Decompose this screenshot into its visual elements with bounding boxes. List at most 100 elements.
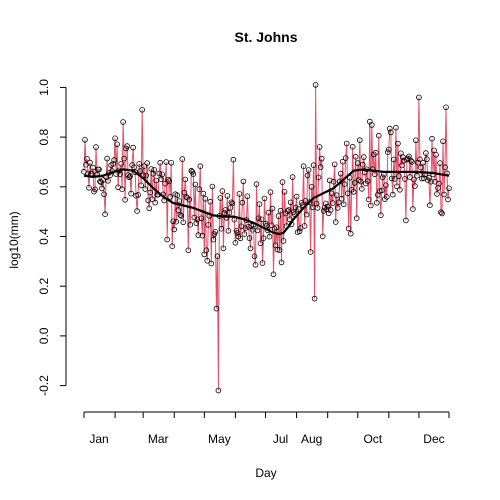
data-point bbox=[256, 201, 263, 208]
data-point bbox=[138, 182, 145, 189]
data-point bbox=[293, 193, 300, 200]
data-point bbox=[173, 218, 180, 225]
data-point bbox=[190, 171, 197, 177]
daily-series-line bbox=[83, 84, 450, 391]
data-point bbox=[280, 238, 287, 244]
data-point bbox=[150, 171, 157, 177]
data-point bbox=[213, 305, 220, 312]
data-point bbox=[341, 181, 348, 188]
data-point bbox=[333, 192, 340, 199]
y-tick-label: 0.6 bbox=[37, 178, 51, 195]
data-point bbox=[222, 207, 229, 213]
data-point bbox=[225, 228, 232, 234]
data-point bbox=[276, 247, 283, 253]
data-point bbox=[246, 235, 253, 241]
data-point bbox=[411, 176, 417, 183]
data-point bbox=[284, 208, 291, 214]
data-point bbox=[270, 271, 277, 278]
data-point bbox=[82, 137, 88, 143]
data-point bbox=[295, 206, 302, 212]
data-point bbox=[358, 186, 365, 192]
data-point bbox=[169, 243, 176, 250]
data-point bbox=[418, 164, 424, 171]
data-point bbox=[174, 192, 181, 199]
data-point bbox=[147, 189, 154, 196]
data-point bbox=[351, 180, 358, 186]
data-point bbox=[382, 182, 389, 189]
data-point bbox=[259, 260, 266, 266]
data-point bbox=[241, 231, 248, 237]
data-point bbox=[357, 178, 364, 185]
data-point bbox=[396, 173, 402, 179]
data-point bbox=[353, 215, 360, 222]
data-point bbox=[281, 189, 288, 195]
data-point bbox=[269, 205, 276, 212]
data-point bbox=[141, 163, 148, 170]
data-point bbox=[386, 125, 393, 132]
data-point bbox=[234, 230, 241, 236]
x-axis-label: Day bbox=[255, 466, 276, 480]
data-point bbox=[121, 155, 127, 162]
data-point bbox=[237, 235, 244, 242]
x-tick-label: Jul bbox=[273, 432, 288, 446]
data-point bbox=[167, 194, 174, 200]
data-point bbox=[229, 200, 236, 207]
data-point bbox=[311, 295, 318, 302]
data-point bbox=[254, 227, 261, 234]
data-point bbox=[162, 180, 169, 187]
data-point bbox=[275, 213, 282, 219]
y-tick-label: 0.4 bbox=[37, 228, 51, 245]
data-point bbox=[218, 225, 225, 232]
data-point bbox=[112, 135, 118, 142]
data-point bbox=[428, 178, 434, 185]
data-point bbox=[159, 171, 166, 178]
data-point bbox=[199, 232, 206, 239]
data-point bbox=[433, 152, 439, 158]
data-point bbox=[247, 245, 254, 252]
data-point bbox=[419, 175, 425, 182]
data-point bbox=[142, 186, 149, 192]
data-point bbox=[130, 144, 136, 151]
data-point bbox=[87, 159, 93, 166]
y-tick-label: 0.8 bbox=[37, 128, 51, 145]
data-point bbox=[200, 190, 207, 197]
data-point bbox=[334, 205, 341, 211]
data-point bbox=[410, 206, 416, 212]
data-point bbox=[342, 155, 349, 161]
data-point bbox=[417, 156, 423, 163]
x-tick-label: Oct bbox=[363, 432, 382, 446]
data-point bbox=[296, 228, 303, 235]
data-point bbox=[111, 157, 117, 163]
x-ticks: Jan Mar May Jul Aug Oct Dec bbox=[83, 412, 450, 446]
data-point bbox=[227, 205, 234, 211]
data-point bbox=[279, 179, 286, 185]
data-point bbox=[86, 185, 92, 191]
data-point bbox=[423, 150, 429, 156]
data-point bbox=[303, 211, 310, 218]
y-tick-label: 1.0 bbox=[37, 79, 51, 96]
data-point bbox=[402, 176, 408, 182]
data-point bbox=[307, 249, 314, 255]
data-point bbox=[286, 216, 293, 223]
data-point bbox=[393, 124, 399, 131]
data-point bbox=[84, 156, 90, 162]
data-point bbox=[117, 171, 123, 178]
data-point bbox=[124, 143, 130, 149]
data-point bbox=[144, 160, 151, 166]
data-point bbox=[335, 199, 342, 206]
data-point bbox=[407, 174, 413, 180]
data-point bbox=[326, 177, 333, 184]
data-point bbox=[314, 205, 321, 211]
data-point bbox=[434, 191, 440, 197]
data-point bbox=[255, 215, 262, 222]
data-point bbox=[344, 190, 351, 197]
data-point bbox=[445, 196, 451, 203]
data-point bbox=[392, 176, 398, 182]
data-point bbox=[203, 247, 210, 254]
data-point bbox=[436, 180, 442, 187]
data-point bbox=[427, 202, 433, 209]
data-point bbox=[274, 246, 281, 253]
y-tick-label: 0.0 bbox=[37, 327, 51, 344]
data-point bbox=[168, 160, 175, 166]
data-point bbox=[420, 160, 426, 166]
